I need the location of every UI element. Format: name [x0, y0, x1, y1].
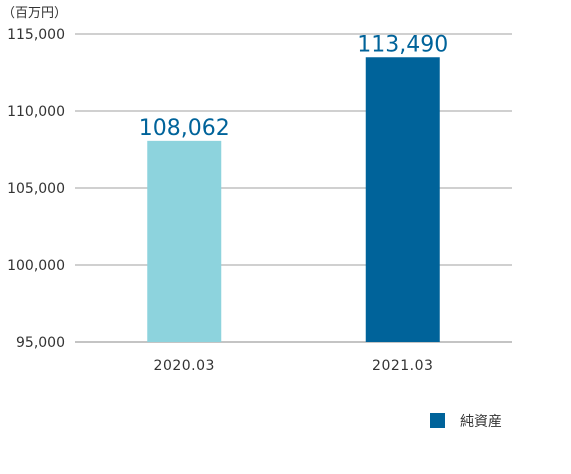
- value-labels: 108,062 113,490: [139, 32, 448, 141]
- bars: [147, 57, 440, 343]
- value-label: 113,490: [357, 32, 448, 57]
- value-label: 108,062: [139, 116, 230, 141]
- y-tick-label: 95,000: [16, 335, 65, 351]
- y-tick-label: 115,000: [7, 27, 65, 43]
- legend-swatch-net-assets: [430, 413, 445, 428]
- x-category-label: 2021.03: [372, 358, 433, 374]
- y-axis-unit-label: （百万円）: [2, 6, 67, 21]
- legend-label-net-assets: 純資産: [460, 414, 502, 430]
- y-tick-label: 110,000: [7, 104, 65, 120]
- y-axis-tick-labels: 95,000 100,000 105,000 110,000 115,000: [7, 27, 65, 351]
- bar-2021.03: [365, 57, 440, 343]
- legend: 純資産: [430, 413, 502, 430]
- gridlines: [75, 33, 512, 343]
- y-tick-label: 105,000: [7, 181, 65, 197]
- x-category-label: 2020.03: [154, 358, 215, 374]
- y-tick-label: 100,000: [7, 258, 65, 274]
- x-axis-labels: 2020.03 2021.03: [154, 358, 433, 374]
- bar-2020.03: [147, 140, 222, 342]
